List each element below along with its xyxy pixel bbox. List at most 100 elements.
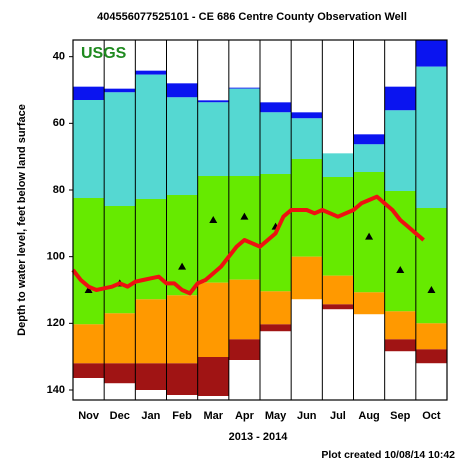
y-tick-label: 140 <box>47 384 65 396</box>
percentile-band <box>322 309 354 400</box>
y-tick-label: 60 <box>53 117 65 129</box>
percentile-band <box>353 144 385 172</box>
percentile-band <box>73 100 105 198</box>
percentile-band <box>104 313 136 364</box>
percentile-band <box>353 134 385 145</box>
percentile-band <box>104 383 136 400</box>
percentile-band <box>166 195 198 296</box>
y-tick-label: 80 <box>53 184 65 196</box>
percentile-band <box>73 363 105 378</box>
x-tick-label: Jun <box>297 410 317 422</box>
y-tick-label: 40 <box>53 51 65 63</box>
chart-title: 404556077525101 - CE 686 Centre County O… <box>97 11 407 23</box>
percentile-band <box>384 351 416 400</box>
x-tick-label: Jul <box>330 410 346 422</box>
percentile-band <box>166 395 198 400</box>
footer: Plot created 10/08/14 10:42 <box>321 449 455 461</box>
percentile-band <box>353 172 385 293</box>
x-tick-label: Sep <box>390 410 410 422</box>
marker <box>178 262 187 270</box>
percentile-band <box>291 159 323 257</box>
marker <box>365 232 374 240</box>
x-tick-label: Apr <box>235 410 255 422</box>
percentile-band <box>197 357 229 396</box>
percentile-band <box>384 110 416 191</box>
y-tick-label: 120 <box>47 317 65 329</box>
percentile-band <box>228 87 260 89</box>
marker <box>427 286 436 293</box>
y-axis-label: Depth to water level, feet below land su… <box>16 104 28 336</box>
marker <box>209 216 218 223</box>
percentile-band <box>228 360 260 400</box>
percentile-band <box>135 199 167 300</box>
percentile-band <box>322 304 354 310</box>
percentile-band <box>166 363 198 395</box>
percentile-band <box>384 339 416 352</box>
percentile-band <box>135 390 167 400</box>
percentile-band <box>197 176 229 283</box>
percentile-band <box>260 331 292 400</box>
marker <box>240 212 249 220</box>
percentile-band <box>322 177 354 276</box>
percentile-band <box>228 88 260 176</box>
percentile-band <box>415 349 447 364</box>
percentile-band <box>260 291 292 325</box>
percentile-band <box>415 66 447 209</box>
percentile-band <box>260 112 292 174</box>
x-tick-label: Aug <box>358 410 379 422</box>
plot-frame <box>72 39 448 401</box>
percentile-band <box>104 92 136 206</box>
percentile-band <box>415 323 447 350</box>
x-tick-label: Oct <box>422 410 441 422</box>
percentile-band <box>135 70 167 75</box>
percentile-band <box>415 208 447 324</box>
percentile-band <box>104 206 136 314</box>
percentile-band <box>135 74 167 199</box>
percentile-band <box>291 118 323 159</box>
percentile-band <box>322 153 354 177</box>
percentile-band <box>291 299 323 400</box>
percentile-band <box>73 324 105 364</box>
percentile-band <box>322 275 354 305</box>
percentile-band <box>228 176 260 280</box>
marker <box>396 266 405 273</box>
percentile-band <box>197 100 229 103</box>
y-tick-label: 100 <box>47 251 65 263</box>
percentile-band <box>353 314 385 400</box>
logo: USGS <box>81 45 127 62</box>
percentile-band <box>197 282 229 357</box>
percentile-band <box>260 102 292 113</box>
percentile-band <box>228 279 260 340</box>
percentile-band <box>166 97 198 195</box>
x-tick-label: Nov <box>78 410 100 422</box>
percentile-band <box>384 191 416 312</box>
percentile-band <box>353 292 385 315</box>
x-axis-label: 2013 - 2014 <box>229 431 289 443</box>
percentile-band <box>73 86 105 100</box>
percentile-band <box>291 112 323 119</box>
percentile-band <box>73 378 105 400</box>
marker <box>84 286 93 293</box>
x-tick-label: Feb <box>172 410 192 422</box>
percentile-band <box>135 363 167 390</box>
percentile-band <box>291 256 323 300</box>
percentile-band <box>166 83 198 98</box>
x-tick-label: Dec <box>110 410 130 422</box>
percentile-band <box>384 311 416 340</box>
percentile-band <box>415 40 447 67</box>
percentile-band <box>197 102 229 176</box>
percentile-band <box>135 299 167 364</box>
x-tick-label: May <box>265 410 287 422</box>
percentile-band <box>415 363 447 400</box>
percentile-band <box>197 396 229 400</box>
percentile-band <box>73 198 105 325</box>
water-level-line <box>71 194 425 296</box>
percentile-band <box>104 363 136 384</box>
x-tick-label: Jan <box>141 410 160 422</box>
percentile-band <box>260 324 292 332</box>
percentile-band <box>384 86 416 111</box>
x-tick-label: Mar <box>203 410 223 422</box>
percentile-band <box>166 295 198 364</box>
percentile-band <box>228 339 260 360</box>
